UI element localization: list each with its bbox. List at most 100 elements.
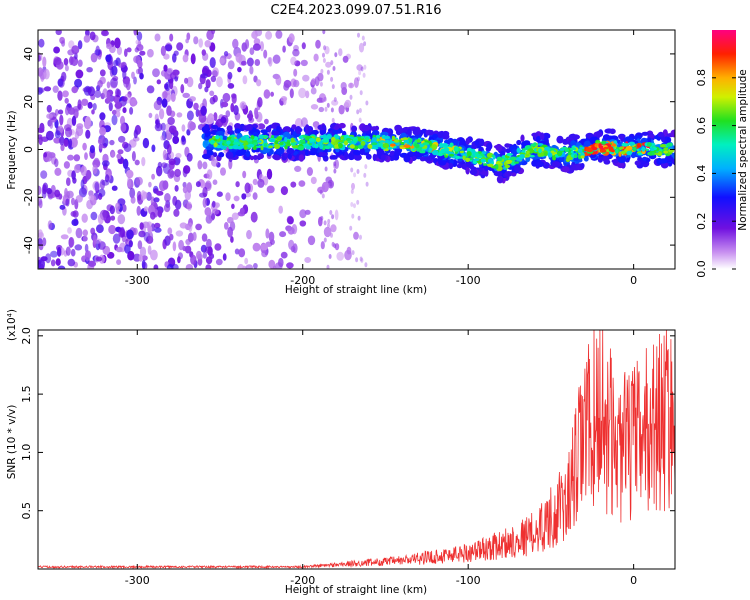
colorbar	[712, 30, 736, 269]
spectrogram-cell	[291, 124, 297, 130]
spectrogram-cell	[357, 144, 364, 149]
spectrogram-cell	[106, 91, 111, 102]
spectrogram-cell	[310, 176, 317, 185]
spectrogram-cell	[116, 259, 122, 265]
spectrogram-cell	[68, 237, 75, 248]
spectrogram-cell	[660, 144, 667, 148]
spectrogram-cell	[46, 113, 53, 119]
spectrogram-cell	[38, 136, 43, 146]
spectrogram-cell	[330, 232, 333, 238]
spectrogram-cell	[73, 154, 81, 162]
spectrogram-cell	[46, 187, 52, 195]
spectrogram-cell	[168, 125, 177, 134]
spectrogram-cell	[227, 226, 234, 238]
spectrogram-cell	[332, 128, 341, 134]
spectrogram-cell	[344, 151, 349, 159]
spectrogram-cell	[504, 164, 510, 169]
spectrogram-cell	[154, 33, 161, 42]
spectrogram-cell	[85, 30, 90, 37]
spectrogram-cell	[320, 241, 325, 250]
spectrogram-cell	[164, 235, 171, 246]
spectrogram-cell	[185, 264, 194, 269]
snr-frame	[37, 329, 676, 570]
spectrogram-cell	[238, 248, 246, 258]
spectrogram-cell	[92, 180, 101, 191]
spectrogram-cell	[598, 143, 602, 149]
spectrogram-cell	[98, 241, 106, 250]
spectrogram-cell	[448, 162, 454, 170]
spectrogram-cell	[252, 242, 261, 252]
spectrogram-cell	[270, 91, 274, 97]
spectrogram-cell	[239, 148, 247, 155]
spectrogram-cell	[261, 250, 268, 258]
spectrogram-cell	[642, 156, 647, 161]
spectrogram-cell	[475, 151, 479, 156]
spectrogram-cell	[663, 150, 668, 154]
spectrogram-cell	[586, 148, 593, 153]
spectrogram-cell	[247, 113, 254, 120]
spectrogram-cell	[211, 158, 219, 167]
spectrogram-cell	[85, 129, 91, 139]
spectrogram-cell	[116, 153, 122, 160]
spectrogram-cell	[372, 153, 377, 162]
spectrogram-cell	[355, 257, 359, 263]
spectrogram-cell	[40, 256, 48, 262]
spectrogram-cell	[227, 60, 235, 70]
spectrogram-cell	[115, 100, 121, 110]
spectrogram-cell	[139, 72, 144, 80]
spectrogram-cell	[343, 140, 349, 146]
spectrogram-cell	[651, 151, 656, 156]
spectrogram-cell	[237, 66, 242, 73]
spectrogram-cell	[333, 161, 337, 167]
spectrogram-cell	[323, 237, 327, 243]
spectrogram-cell	[580, 155, 585, 159]
spectrogram-cell	[453, 146, 459, 152]
spectrogram-cell	[66, 177, 71, 186]
spectrogram-cell	[207, 113, 215, 125]
spectrogram-cell	[216, 76, 223, 88]
spectrogram-cell	[330, 155, 338, 160]
spectrogram-cell	[659, 158, 668, 164]
spectrogram-cell	[70, 137, 78, 148]
spectrogram-cell	[287, 216, 294, 225]
spectrogram-cell	[287, 226, 295, 235]
spectrogram-cell	[330, 107, 334, 113]
spectrogram-cell	[432, 133, 438, 139]
spectrogram-cell	[253, 142, 258, 146]
spectrogram-cell	[244, 39, 250, 50]
spectrogram-cell	[327, 218, 331, 224]
spectrogram-cell	[64, 187, 68, 198]
spectrogram-cell	[130, 98, 138, 107]
spectrogram-cell	[301, 42, 306, 50]
colorbar-tick-label: 0.8	[695, 69, 708, 87]
spectrogram-cell	[266, 168, 273, 180]
spectrogram-cell	[253, 263, 258, 269]
spectrogram-cell	[519, 152, 526, 155]
spectrogram-cell	[364, 262, 368, 268]
spectrogram-cell	[71, 219, 79, 226]
spectrogram-cell	[212, 70, 218, 78]
spectrogram-cell	[630, 152, 636, 159]
spectrogram-cell	[216, 191, 223, 197]
spectrogram-cell	[542, 134, 551, 140]
spectrogram-cell	[99, 127, 107, 136]
spectrogram-cell	[574, 154, 578, 159]
spectrogram-cell	[564, 148, 569, 153]
spectrogram-cell	[135, 68, 141, 75]
spectrogram-cell	[257, 97, 263, 108]
spectrogram-cell	[38, 229, 43, 239]
spectrogram-cell	[431, 149, 439, 156]
spectrogram-cell	[81, 98, 89, 107]
spectrogram-cell	[198, 82, 203, 90]
spectrogram-cell	[82, 142, 87, 151]
spectrogram-cell	[416, 139, 421, 143]
spectrogram-cell	[204, 207, 212, 217]
spectrogram-cell	[186, 110, 194, 121]
spectrogram-cell	[394, 124, 402, 132]
spectrogram-cell	[531, 132, 539, 137]
spectrogram-cell	[134, 47, 139, 53]
spectrogram-cell	[193, 102, 199, 111]
spectrogram-cell	[315, 39, 321, 49]
spectrogram-cell	[456, 163, 463, 169]
